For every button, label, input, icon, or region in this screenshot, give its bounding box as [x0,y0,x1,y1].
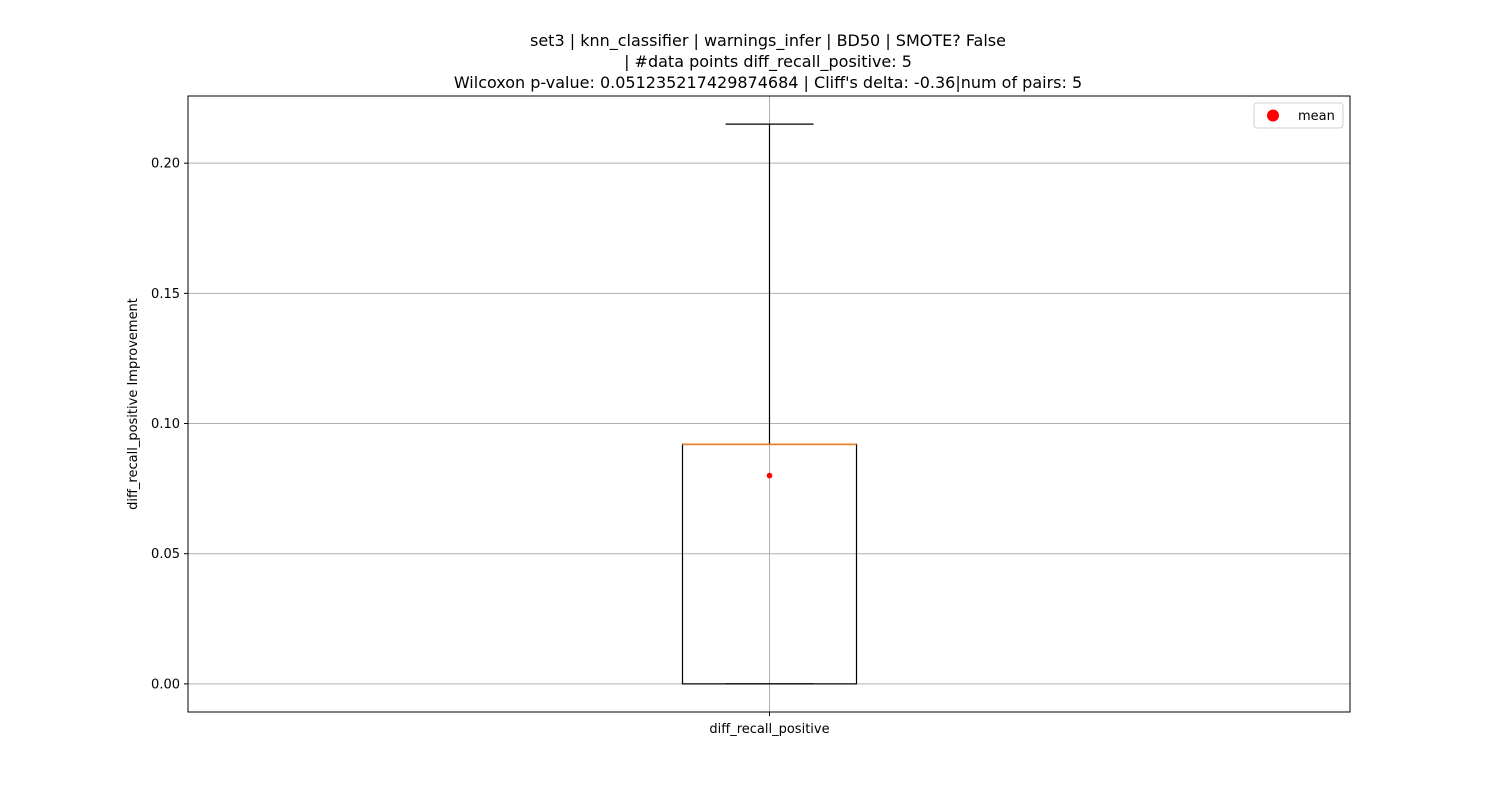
y-tick-label: 0.20 [151,157,180,172]
box-plot [681,123,858,685]
mean-point [766,472,773,479]
y-tick-label: 0.10 [151,417,180,432]
x-tick-label: diff_recall_positive [709,722,829,737]
legend-marker [1267,109,1279,122]
title-line: | #data points diff_recall_positive: 5 [624,52,912,72]
title-line: set3 | knn_classifier | warnings_infer |… [530,31,1006,51]
x-axis: diff_recall_positive [709,712,830,737]
y-axis-label: diff_recall_positive Improvement [126,298,141,510]
legend-label: mean [1298,109,1335,124]
y-tick-label: 0.15 [151,287,180,302]
legend: mean [1253,102,1344,129]
y-axis: 0.00 0.05 0.10 0.15 0.20 [151,157,188,692]
title-line: Wilcoxon p-value: 0.051235217429874684 |… [454,73,1082,92]
y-tick-label: 0.05 [151,547,180,562]
y-tick-label: 0.00 [151,677,180,692]
legend-box [1253,102,1344,129]
chart-title: set3 | knn_classifier | warnings_infer |… [454,31,1082,92]
